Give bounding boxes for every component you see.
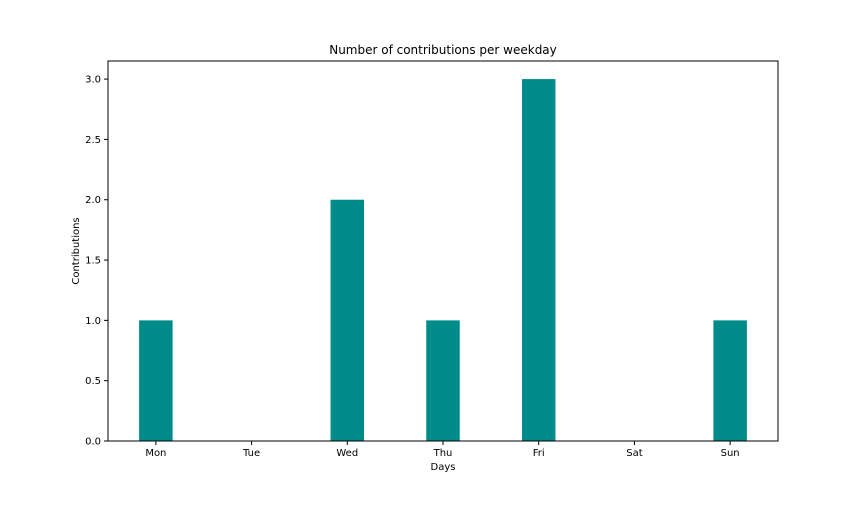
bar-fri <box>521 79 556 441</box>
bar-thu <box>426 320 460 441</box>
y-tick-label: 2.5 <box>85 135 101 146</box>
x-axis-label: Days <box>431 462 456 473</box>
y-tick-label: 2.0 <box>85 195 101 206</box>
bar-sun <box>713 320 747 441</box>
x-tick-label: Thu <box>433 448 453 459</box>
y-axis-ticks: 0.0 0.5 1.0 1.5 2.0 2.5 3.0 <box>85 75 108 448</box>
y-tick-label: 1.0 <box>85 316 101 327</box>
x-tick-label: Sun <box>721 448 740 459</box>
y-tick-label: 0.0 <box>85 437 101 448</box>
bar-mon <box>139 320 173 441</box>
y-tick-label: 3.0 <box>85 75 101 86</box>
x-tick-label: Mon <box>145 448 166 459</box>
y-axis-label: Contributions <box>71 217 82 284</box>
y-tick-label: 1.5 <box>85 256 101 267</box>
plot-area-frame <box>107 60 779 442</box>
y-tick-label: 0.5 <box>85 376 101 387</box>
chart-title: Number of contributions per weekday <box>329 43 557 57</box>
x-tick-label: Wed <box>336 448 358 459</box>
bar-wed <box>330 199 365 441</box>
x-tick-label: Fri <box>533 448 545 459</box>
x-tick-label: Sat <box>626 448 642 459</box>
x-axis-ticks: Mon Tue Wed Thu Fri Sat Sun <box>145 441 740 459</box>
bars-layer <box>139 79 747 441</box>
x-tick-label: Tue <box>242 448 260 459</box>
